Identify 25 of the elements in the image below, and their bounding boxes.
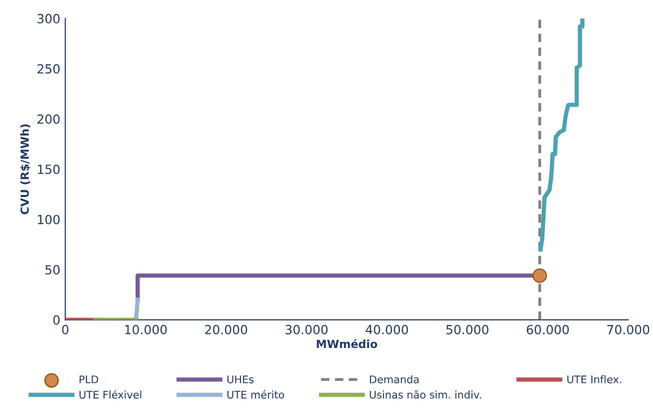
x-tick-label: 70.000 xyxy=(607,324,650,334)
line-series xyxy=(538,18,584,252)
x-tick-label: 20.000 xyxy=(205,324,248,334)
x-tick-label: 40.000 xyxy=(366,324,408,334)
y-tick-label: 200 xyxy=(37,114,60,124)
legend-label: UHEs xyxy=(227,376,254,384)
y-tick-label: 0 xyxy=(53,315,60,325)
y-tick-label: 250 xyxy=(37,64,60,74)
x-tick-label: 0 xyxy=(62,324,68,334)
legend-label: PLD xyxy=(80,376,98,384)
legend-label: UTE mérito xyxy=(227,390,284,399)
y-tick-label: 150 xyxy=(38,164,60,174)
legend-label: Usinas não sim. indiv. xyxy=(370,390,481,399)
y-axis-title: CVU (R$/MWh) xyxy=(20,124,30,214)
x-tick-label: 60.000 xyxy=(526,324,569,334)
x-axis-title: MWmédio xyxy=(316,339,378,348)
x-tick-label: 30.000 xyxy=(286,324,328,334)
legend-label: UTE Fléxivel xyxy=(80,390,142,399)
x-tick-label: 10.000 xyxy=(125,324,167,334)
legend-label: UTE Inflex. xyxy=(567,375,622,384)
y-tick-label: 50 xyxy=(45,265,60,274)
x-tick-label: 50.000 xyxy=(446,324,488,334)
y-tick-label: 100 xyxy=(38,214,60,224)
legend-label: Demanda xyxy=(370,375,419,384)
y-tick-label: 300 xyxy=(38,14,60,24)
